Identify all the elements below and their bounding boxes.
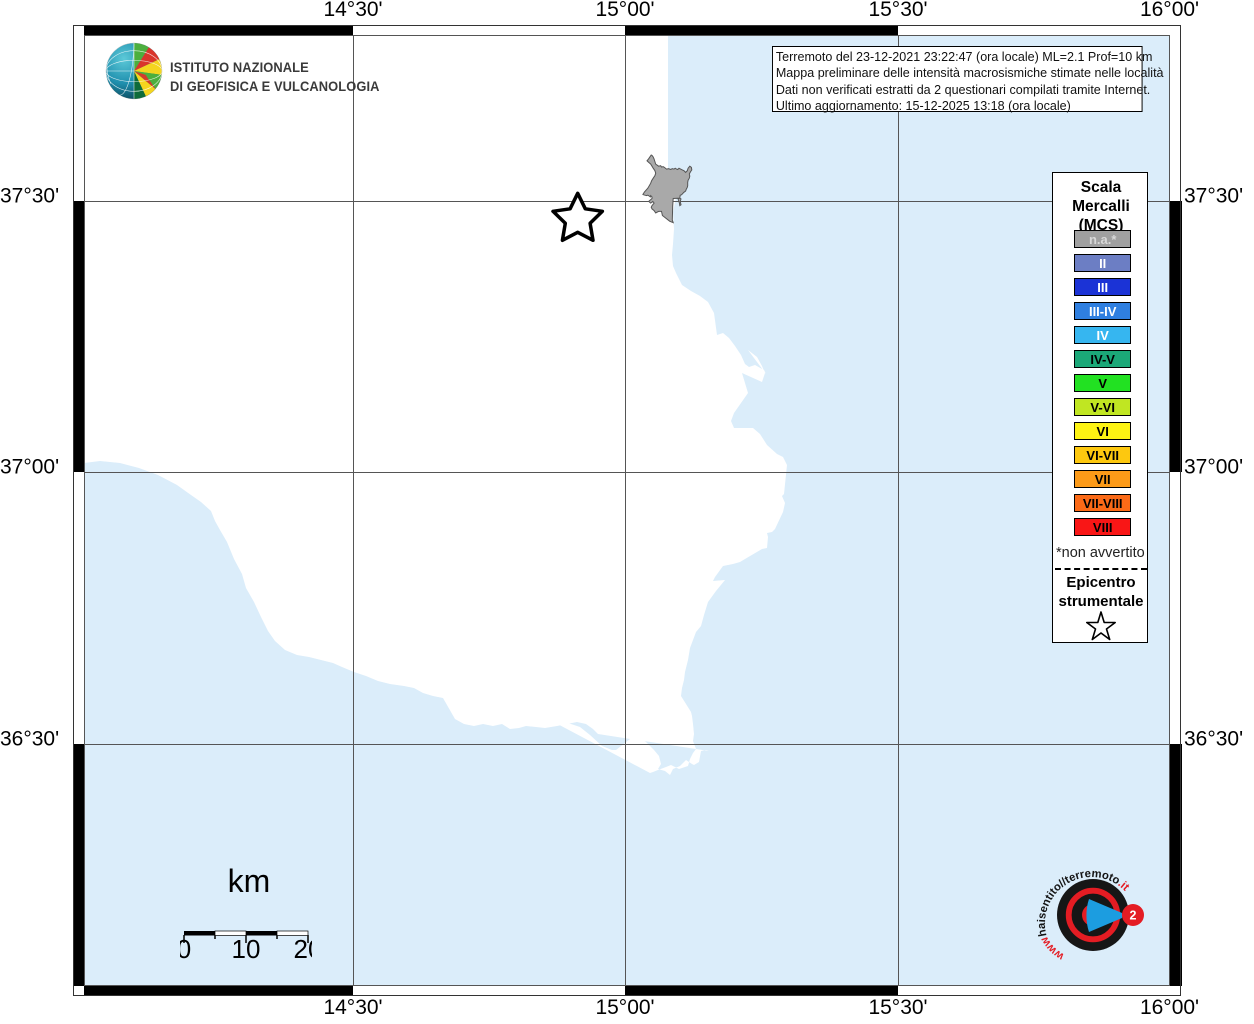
- svg-text:10: 10: [232, 934, 261, 960]
- svg-text:20: 20: [294, 934, 312, 960]
- svg-text:2: 2: [1130, 909, 1137, 923]
- svg-text:0: 0: [180, 934, 191, 960]
